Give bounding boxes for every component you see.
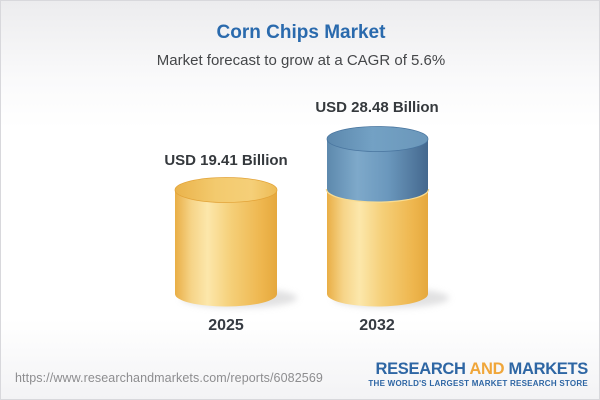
logo-word-research: RESEARCH	[375, 360, 466, 378]
report-url: https://www.researchandmarkets.com/repor…	[15, 371, 323, 385]
cylinder-2032-base-segment	[327, 189, 428, 307]
logo-word-and: AND	[469, 360, 505, 378]
logo-tagline: THE WORLD'S LARGEST MARKET RESEARCH STOR…	[368, 379, 588, 389]
chart-subtitle: Market forecast to grow at a CAGR of 5.6…	[156, 52, 446, 69]
axis-label-2032: 2032	[359, 317, 395, 334]
axis-label-2025: 2025	[208, 317, 244, 334]
chart-title: Corn Chips Market	[216, 22, 386, 43]
cylinder-2032	[325, 126, 430, 307]
cylinder-2032-growth-segment	[327, 139, 428, 202]
research-and-markets-logo: RESEARCH AND MARKETS THE WORLD'S LARGEST…	[358, 360, 588, 388]
value-label-2032: USD 28.48 Billion	[315, 99, 439, 116]
cylinder-2032-top	[326, 126, 429, 152]
cylinder-2025-body	[175, 190, 277, 307]
cylinder-2025	[174, 177, 278, 307]
value-label-2025: USD 19.41 Billion	[164, 152, 288, 169]
logo-wordmark: RESEARCH AND MARKETS	[358, 360, 588, 378]
logo-word-markets: MARKETS	[508, 360, 589, 378]
cylinder-2025-top	[174, 177, 278, 203]
